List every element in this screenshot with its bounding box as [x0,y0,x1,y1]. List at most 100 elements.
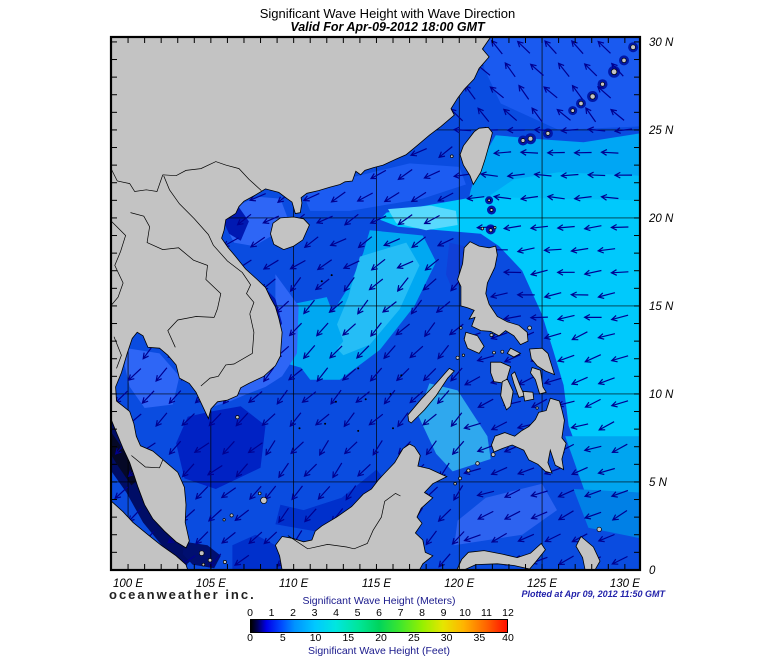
wave-direction-arrow [396,277,409,292]
country-border [162,161,262,191]
wave-direction-arrow [479,171,498,178]
wave-direction-arrow [262,259,279,270]
wave-direction-arrow [369,367,383,382]
colorbar-meter-tick: 2 [290,607,296,619]
sea-patch [303,163,466,211]
island-dot [489,208,494,212]
colorbar-meter-tick: 3 [311,607,318,619]
country-border [200,313,255,387]
country-border [287,492,401,550]
wave-direction-arrow [221,531,236,544]
sea-patch [454,483,557,546]
island-dot [489,333,494,337]
wave-direction-arrow [506,126,525,134]
wave-direction-arrow [610,269,629,276]
wave-direction-arrow [155,412,168,427]
lon-axis-label: 100 E [113,578,143,590]
colorbar-feet-scale: 0 5 10 15 20 25 30 35 40 [247,632,514,644]
wave-direction-arrow [330,389,342,405]
wave-direction-arrow [424,322,436,338]
island-dot [596,526,602,532]
wave-direction-arrow [289,259,306,270]
wave-direction-arrow [452,126,472,134]
wave-direction-arrow [517,467,535,476]
wave-direction-arrow [583,224,602,232]
wave-direction-arrow [611,555,628,565]
colorbar-feet-tick: 20 [375,632,387,644]
wave-direction-arrow [248,391,263,404]
islet-speck [392,427,394,430]
wave-direction-arrow [303,236,319,249]
island-dot [600,81,605,87]
wave-direction-arrow [222,440,235,455]
wave-direction-arrow [155,367,168,382]
wave-direction-arrow [411,236,426,249]
wave-direction-arrow [560,126,579,134]
wave-direction-arrow [596,85,612,99]
wave-direction-arrow [287,368,303,381]
wave-direction-arrow [557,489,575,498]
wave-direction-arrow [610,355,629,363]
wave-direction-arrow [422,367,437,382]
wave-direction-arrow [571,331,588,341]
islet-speck [334,400,337,403]
wave-direction-arrow [355,391,370,403]
islet-speck [298,427,301,430]
wave-direction-arrow [476,490,495,498]
colorbar-meter-tick: 8 [419,607,425,619]
wave-direction-arrow [490,421,508,431]
wave-direction-arrow [476,355,495,363]
wave-direction-arrow [168,440,182,455]
wave-direction-arrow [168,390,182,405]
colorbar-meter-tick: 7 [397,607,404,619]
wave-direction-arrow [181,463,195,478]
wave-direction-arrow [610,314,629,322]
wave-direction-arrow [543,86,558,99]
wave-direction-arrow [314,413,330,426]
island-dot [222,560,227,564]
island-dot [610,68,618,75]
wave-direction-arrow [529,224,548,231]
island-dot [459,326,463,330]
colorbar-feet-tick: 30 [440,632,453,644]
wave-direction-arrow [560,172,579,179]
wave-direction-arrow [556,108,571,121]
land-mindoro [463,331,485,354]
plot-timestamp: Plotted at Apr 09, 2012 11:50 GMT [521,589,665,599]
lat-axis-label: 20 N [648,213,674,225]
wave-direction-arrow [262,215,280,224]
wave-direction-arrow [544,40,557,55]
wave-direction-arrow [452,172,472,179]
wave-direction-arrow [397,169,413,181]
valid-time-subtitle: Valid For Apr-09-2012 18:00 GMT [290,20,485,34]
wave-direction-arrow [490,39,503,55]
wave-direction-arrow [597,533,615,543]
colorbar-feet-tick: 5 [279,632,286,644]
wave-direction-arrow [556,224,575,231]
wave-direction-arrow [207,509,222,522]
wave-direction-arrow [329,345,343,359]
land-palawan [407,367,455,424]
land-cebu [510,371,526,398]
wave-direction-arrow [437,344,450,360]
island-dot [201,562,206,567]
wave-direction-arrow [570,466,588,476]
islet-speck [320,280,323,283]
lat-axis-label: 5 N [649,477,668,489]
wave-direction-arrow [543,377,562,385]
colorbar-feet-tick: 35 [473,632,486,644]
wave-direction-arrow [477,398,494,408]
wave-direction-arrow [383,238,401,247]
islet-speck [389,392,392,395]
wave-direction-arrow [519,194,538,202]
wave-direction-arrow [531,107,543,123]
lon-axis-label: 110 E [279,578,309,590]
wave-direction-arrow [530,511,548,520]
wave-direction-arrow [610,400,629,408]
wave-direction-arrow [303,299,315,315]
islet-speck [364,398,367,401]
wave-direction-arrow [587,126,606,134]
wave-direction-arrow [368,278,384,291]
wave-direction-arrow [316,367,329,383]
wave-direction-arrow [356,345,370,359]
